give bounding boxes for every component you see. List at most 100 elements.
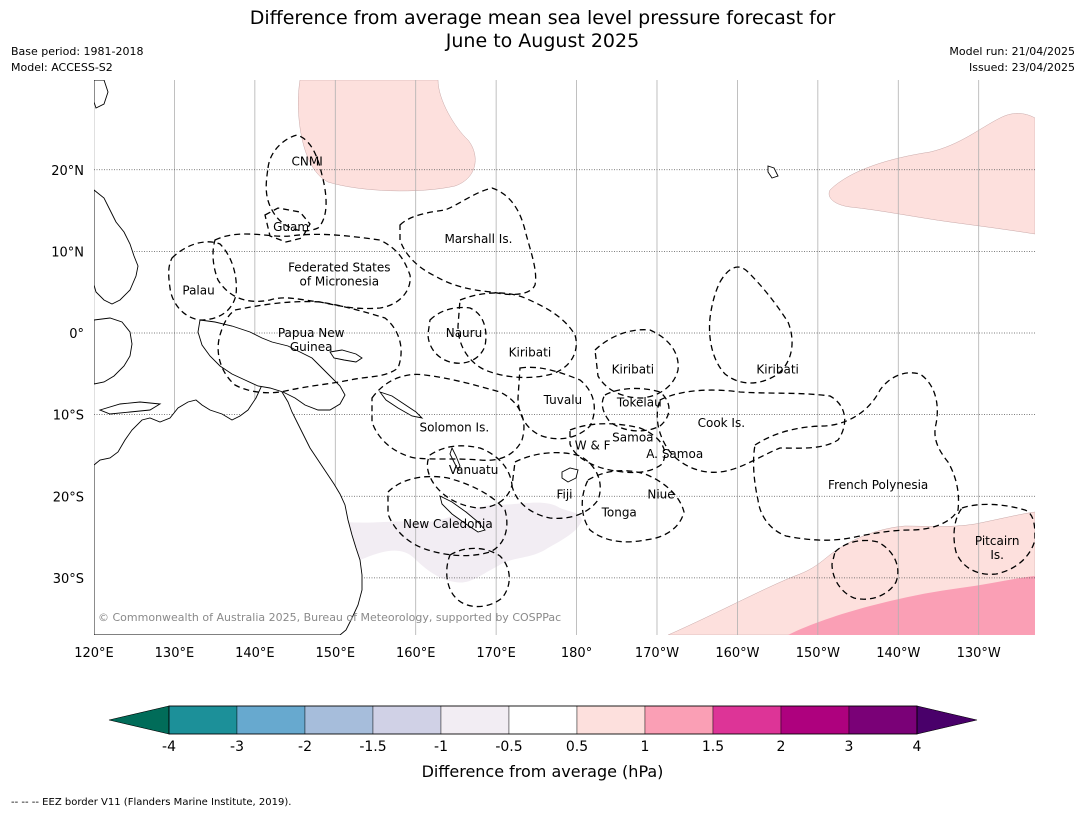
eez-french-polynesia — [752, 372, 960, 541]
lon-tick-label: 140°W — [876, 646, 920, 661]
region-label: Solomon Is. — [419, 421, 489, 435]
philippines — [94, 189, 139, 305]
colorbar-segment — [576, 705, 646, 735]
lon-tick-label: 130°W — [957, 646, 1001, 661]
colorbar-segment — [712, 705, 782, 735]
eez-guam — [264, 207, 311, 243]
region-label: Cook Is. — [698, 416, 745, 430]
solomon-islands — [378, 391, 424, 419]
positive-anomaly-region — [788, 576, 1035, 635]
issued-date: Issued: 23/04/2025 — [968, 61, 1075, 74]
lon-tick-label: 170°W — [635, 646, 679, 661]
colorbar-label: Difference from average (hPa) — [421, 762, 664, 781]
eez-fiji — [511, 452, 601, 520]
colorbar-tick-label: 0.5 — [566, 739, 588, 755]
lat-tick-label: 30°S — [53, 572, 84, 587]
colorbar-frame — [168, 705, 918, 735]
region-label: French Polynesia — [828, 478, 928, 492]
anomaly-shading — [94, 80, 1035, 635]
lon-tick-label: 150°E — [316, 646, 356, 661]
colorbar-segment — [780, 705, 850, 735]
eez-fsm — [212, 233, 411, 310]
model-name: Model: ACCESS-S2 — [11, 61, 113, 74]
lon-tick-label: 180° — [561, 646, 592, 661]
chart-title: Difference from average mean sea level p… — [0, 7, 1085, 53]
colorbar-extend-low — [108, 705, 170, 735]
region-label: Kiribati — [612, 363, 654, 377]
lon-tick-label: 130°E — [155, 646, 195, 661]
region-label: Guinea — [290, 340, 333, 354]
lat-tick-label: 0° — [69, 327, 84, 342]
land-masses — [94, 80, 779, 635]
region-label: Samoa — [612, 430, 653, 444]
latitude-ticks: 20°N 10°N 0° 10°S 20°S 30°S — [51, 164, 84, 587]
eez-png — [217, 300, 402, 394]
eez-kiribati-phoenix — [594, 329, 679, 399]
colorbar-tick-label: -0.5 — [495, 739, 522, 755]
eez-kiribati-gilbert — [457, 292, 577, 379]
lon-tick-label: 140°E — [235, 646, 275, 661]
eez-wallis-samoa — [569, 423, 666, 474]
hawaii-islands — [767, 165, 779, 179]
eez-marshall — [399, 187, 537, 296]
lat-tick-label: 20°S — [53, 490, 84, 505]
colorbar-segment — [236, 705, 306, 735]
lon-tick-label: 120°E — [74, 646, 114, 661]
eez-new-caledonia — [387, 475, 508, 557]
colorbar-tick-label: -1 — [434, 739, 448, 755]
lat-tick-label: 10°S — [53, 409, 84, 424]
colorbar-tick-label: -2 — [298, 739, 312, 755]
australia-coast — [94, 374, 363, 635]
longitude-ticks: 120°E 130°E 140°E 150°E 160°E 170°E 180° 170°W 1… — [74, 646, 1001, 661]
lon-tick-label: 160°E — [396, 646, 436, 661]
region-label: Vanuatu — [449, 463, 499, 477]
gridlines — [94, 80, 1035, 635]
colorbar-segment — [848, 705, 918, 735]
colorbar-segment — [644, 705, 714, 735]
colorbar-segment — [508, 705, 578, 735]
eez-tokelau — [601, 387, 670, 432]
colorbar-segment — [304, 705, 374, 735]
colorbar-segment — [168, 705, 238, 735]
colorbar-tick-label: 3 — [845, 739, 854, 755]
colorbar-segment — [440, 705, 510, 735]
region-label: Marshall Is. — [444, 232, 512, 246]
region-label: A. Samoa — [646, 447, 703, 461]
eez-pitcairn — [953, 503, 1035, 575]
eez-vanuatu — [426, 445, 513, 509]
timor — [98, 401, 162, 415]
region-label: Guam — [273, 220, 309, 234]
lat-tick-label: 10°N — [51, 245, 84, 260]
lon-tick-label: 160°W — [715, 646, 759, 661]
title-line-2: June to August 2025 — [445, 30, 640, 52]
fiji-islands — [561, 467, 579, 483]
colorbar-tick-label: 2 — [777, 739, 786, 755]
eez-kiribati-line — [708, 266, 793, 384]
eez-tuvalu — [517, 366, 595, 440]
base-period: Base period: 1981-2018 — [11, 45, 144, 58]
colorbar-segment — [372, 705, 442, 735]
eez-cnmi — [265, 134, 327, 232]
title-line-1: Difference from average mean sea level p… — [249, 7, 836, 29]
region-label: W & F — [575, 439, 611, 453]
eez-ducie — [831, 539, 899, 600]
region-label: Pitcairn — [975, 534, 1020, 548]
positive-anomaly-region — [298, 80, 476, 192]
region-label: Kiribati — [756, 363, 798, 377]
colorbar-tick-label: 1.5 — [702, 739, 724, 755]
new-britain — [329, 349, 363, 363]
new-caledonia-island — [439, 495, 486, 533]
region-label: Kiribati — [509, 346, 551, 360]
japan-edge — [94, 80, 109, 109]
region-label: Tokelau — [616, 395, 662, 409]
region-label: Niue — [647, 488, 674, 502]
region-label: CNMI — [292, 155, 323, 169]
eez-solomon — [371, 373, 525, 461]
meta-left: Base period: 1981-2018 Model: ACCESS-S2 — [11, 44, 143, 76]
colorbar: -4 -3 -2 -1.5 -1 -0.5 0.5 1 1.5 2 3 4 — [108, 705, 978, 755]
positive-anomaly-region — [828, 113, 1035, 235]
region-label: Tonga — [601, 506, 637, 520]
colorbar-tick-label: 1 — [641, 739, 650, 755]
